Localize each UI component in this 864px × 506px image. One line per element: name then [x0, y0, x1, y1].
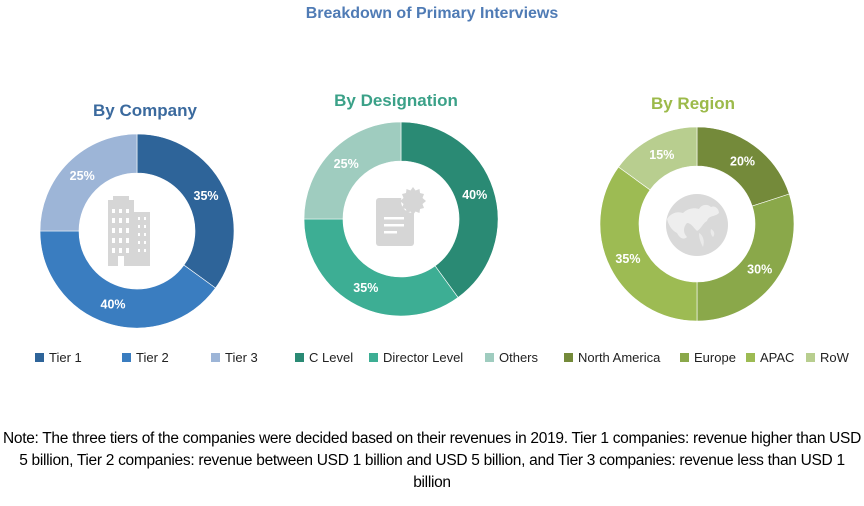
legend-label: Tier 1 [49, 350, 82, 365]
legend-swatch [35, 353, 44, 362]
legend-label: North America [578, 350, 661, 365]
donut-designation: 40% 35% 25% [303, 121, 499, 317]
legend-item-europe: Europe [680, 350, 736, 365]
legend-label: Others [499, 350, 539, 365]
legend-item-c-level: C Level [295, 350, 353, 365]
legend-label: Tier 3 [225, 350, 258, 365]
legend-swatch [806, 353, 815, 362]
data-label: 25% [334, 157, 359, 171]
legend-item-apac: APAC [746, 350, 794, 365]
main-title: Breakdown of Primary Interviews [305, 5, 559, 22]
legend-swatch [485, 353, 494, 362]
data-label: 40% [101, 298, 126, 312]
legend-swatch [680, 353, 689, 362]
legend-label: APAC [760, 350, 795, 365]
legend-swatch [295, 353, 304, 362]
donut-region: 20% 30% 35% 15% [599, 126, 795, 322]
data-label: 35% [194, 189, 219, 203]
chart-title-company: By Company [93, 101, 197, 120]
chart-title-region: By Region [650, 94, 736, 113]
legend-swatch [369, 353, 378, 362]
legend-swatch [122, 353, 131, 362]
legend-swatch [746, 353, 755, 362]
legend-swatch [564, 353, 573, 362]
donut-slice-others [303, 121, 402, 220]
office-building-icon [108, 196, 150, 266]
donut-charts: 35% 40% 25% 40% 35% 25% 20% 30% 35% 15% [39, 121, 795, 329]
data-label: 35% [615, 252, 640, 266]
donut-company: 35% 40% 25% [39, 133, 235, 329]
legend-label: Europe [694, 350, 736, 365]
legend-item-tier-3: Tier 3 [211, 350, 258, 365]
data-label: 25% [70, 169, 95, 183]
donut-slice-c-level [400, 121, 499, 298]
donut-slice-apac [599, 166, 698, 322]
donut-slice-director-level [303, 218, 459, 317]
donut-slice-europe [696, 193, 795, 322]
legend-item-row: RoW [806, 350, 849, 365]
globe-icon [666, 194, 728, 256]
legend-swatch [211, 353, 220, 362]
footnote: Note: The three tiers of the companies w… [2, 430, 861, 491]
legend: Tier 1 Tier 2 Tier 3 C Level Director Le… [0, 350, 864, 372]
data-label: 30% [747, 263, 772, 277]
certificate-document-icon [376, 187, 426, 246]
legend-item-others: Others [485, 350, 538, 365]
chart-title-designation: By Designation [334, 91, 458, 110]
donut-slice-row [618, 126, 698, 191]
legend-item-north-america: North America [564, 350, 660, 365]
data-label: 35% [353, 281, 378, 295]
legend-label: Tier 2 [136, 350, 169, 365]
legend-label: RoW [820, 350, 849, 365]
data-label: 15% [649, 148, 674, 162]
legend-label: C Level [309, 350, 354, 365]
donut-slice-tier-2 [39, 230, 216, 329]
legend-label: Director Level [383, 350, 464, 365]
data-label: 40% [462, 188, 487, 202]
donut-slice-tier-3 [39, 133, 138, 232]
donut-slice-tier-1 [136, 133, 235, 289]
legend-item-director-level: Director Level [369, 350, 463, 365]
legend-item-tier-2: Tier 2 [122, 350, 169, 365]
legend-item-tier-1: Tier 1 [35, 350, 82, 365]
data-label: 20% [730, 154, 755, 168]
